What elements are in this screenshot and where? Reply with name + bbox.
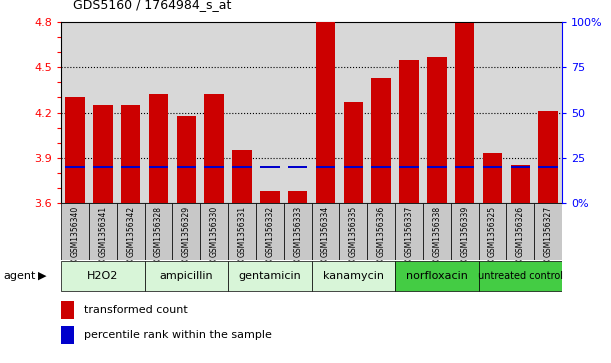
Bar	[400, 166, 419, 168]
Bar	[284, 203, 312, 260]
Bar	[61, 203, 89, 260]
Bar	[172, 203, 200, 260]
Bar	[288, 166, 307, 168]
Text: GDS5160 / 1764984_s_at: GDS5160 / 1764984_s_at	[73, 0, 232, 11]
Bar	[427, 57, 447, 203]
Text: GSM1356335: GSM1356335	[349, 206, 358, 257]
Bar	[538, 166, 558, 168]
Text: GSM1356334: GSM1356334	[321, 206, 330, 257]
Bar	[478, 261, 562, 290]
Bar	[228, 261, 312, 290]
Bar	[149, 166, 168, 168]
Text: H2O2: H2O2	[87, 271, 119, 281]
Bar	[423, 203, 451, 260]
Bar	[61, 301, 74, 319]
Text: GSM1356325: GSM1356325	[488, 206, 497, 257]
Bar	[200, 203, 228, 260]
Text: GSM1356342: GSM1356342	[126, 206, 135, 257]
Bar	[507, 203, 534, 260]
Bar	[455, 166, 474, 168]
Bar	[367, 203, 395, 260]
Bar	[61, 326, 74, 344]
Text: GSM1356332: GSM1356332	[265, 206, 274, 257]
Bar	[65, 97, 85, 203]
Bar	[395, 203, 423, 260]
Text: GSM1356339: GSM1356339	[460, 206, 469, 257]
Bar	[455, 23, 474, 203]
Bar	[312, 261, 395, 290]
Bar	[177, 166, 196, 168]
Bar	[149, 94, 168, 203]
Bar	[340, 203, 367, 260]
Text: gentamicin: gentamicin	[238, 271, 301, 281]
Bar	[534, 203, 562, 260]
Bar	[121, 166, 141, 168]
Text: GSM1356328: GSM1356328	[154, 206, 163, 257]
Text: GSM1356333: GSM1356333	[293, 206, 302, 257]
Bar	[511, 166, 530, 168]
Bar	[232, 166, 252, 168]
Bar	[316, 166, 335, 168]
Bar	[343, 166, 363, 168]
Text: GSM1356330: GSM1356330	[210, 206, 219, 257]
Text: GSM1356338: GSM1356338	[433, 206, 441, 257]
Bar	[228, 203, 256, 260]
Text: untreated control: untreated control	[478, 271, 563, 281]
Bar	[65, 166, 85, 168]
Bar	[93, 105, 112, 203]
Text: GSM1356331: GSM1356331	[238, 206, 246, 257]
Text: GSM1356336: GSM1356336	[377, 206, 386, 257]
Bar	[427, 166, 447, 168]
Bar	[93, 166, 112, 168]
Text: kanamycin: kanamycin	[323, 271, 384, 281]
Bar	[145, 261, 228, 290]
Bar	[205, 166, 224, 168]
Bar	[451, 203, 478, 260]
Bar	[177, 115, 196, 203]
Bar	[483, 153, 502, 203]
Bar	[395, 261, 478, 290]
Bar	[256, 203, 284, 260]
Bar	[538, 111, 558, 203]
Bar	[232, 150, 252, 203]
Bar	[312, 203, 340, 260]
Bar	[61, 261, 145, 290]
Text: ▶: ▶	[38, 271, 46, 281]
Text: GSM1356327: GSM1356327	[544, 206, 553, 257]
Text: agent: agent	[3, 271, 35, 281]
Bar	[483, 166, 502, 168]
Text: GSM1356326: GSM1356326	[516, 206, 525, 257]
Text: GSM1356337: GSM1356337	[404, 206, 414, 257]
Text: GSM1356340: GSM1356340	[70, 206, 79, 257]
Text: ampicillin: ampicillin	[159, 271, 213, 281]
Bar	[343, 102, 363, 203]
Bar	[511, 166, 530, 203]
Bar	[478, 203, 507, 260]
Text: norfloxacin: norfloxacin	[406, 271, 468, 281]
Bar	[400, 60, 419, 203]
Text: GSM1356341: GSM1356341	[98, 206, 108, 257]
Bar	[260, 166, 280, 168]
Bar	[260, 191, 280, 203]
Bar	[117, 203, 145, 260]
Bar	[121, 105, 141, 203]
Text: transformed count: transformed count	[84, 305, 188, 315]
Bar	[145, 203, 172, 260]
Bar	[371, 78, 391, 203]
Bar	[205, 94, 224, 203]
Bar	[371, 166, 391, 168]
Bar	[89, 203, 117, 260]
Text: GSM1356329: GSM1356329	[182, 206, 191, 257]
Bar	[316, 22, 335, 203]
Bar	[288, 191, 307, 203]
Text: percentile rank within the sample: percentile rank within the sample	[84, 330, 271, 340]
